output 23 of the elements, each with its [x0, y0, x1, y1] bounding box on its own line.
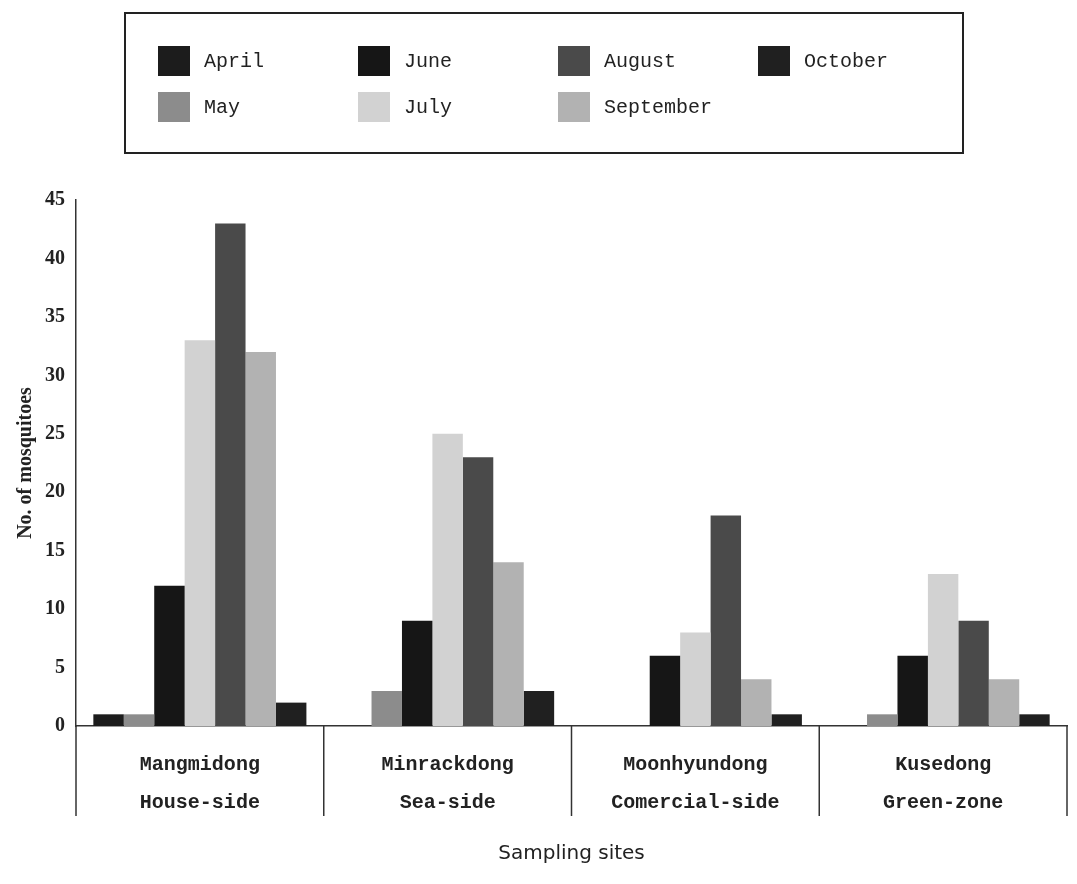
y-tick-label: 45 — [45, 187, 65, 210]
legend-label: September — [604, 95, 713, 119]
y-axis-title: No. of mosquitoes — [13, 386, 37, 539]
y-tick-label: 15 — [45, 537, 65, 560]
y-tick-label: 10 — [45, 596, 65, 619]
legend-label: July — [404, 95, 453, 119]
legend-label: May — [204, 95, 241, 119]
x-tick-label: Minrackdong Sea-side — [381, 753, 514, 815]
y-tick-label: 0 — [55, 713, 65, 736]
legend-label: June — [404, 49, 453, 73]
y-tick-label: 40 — [45, 245, 65, 268]
legend-label: October — [804, 49, 889, 73]
legend-label: August — [604, 49, 677, 73]
x-tick-label: Moonhyundong Comercial-side — [611, 753, 780, 815]
y-tick-label: 35 — [45, 304, 65, 327]
y-tick-label: 30 — [45, 362, 65, 385]
x-axis-title: Sampling sites — [498, 840, 645, 865]
y-tick-label: 5 — [55, 654, 65, 677]
legend-label: April — [204, 49, 265, 73]
x-tick-label: Kusedong Green-zone — [883, 753, 1004, 815]
y-tick-label: 25 — [45, 420, 65, 443]
x-tick-label: Mangmidong House-side — [139, 753, 260, 815]
y-tick-label: 20 — [45, 479, 65, 502]
